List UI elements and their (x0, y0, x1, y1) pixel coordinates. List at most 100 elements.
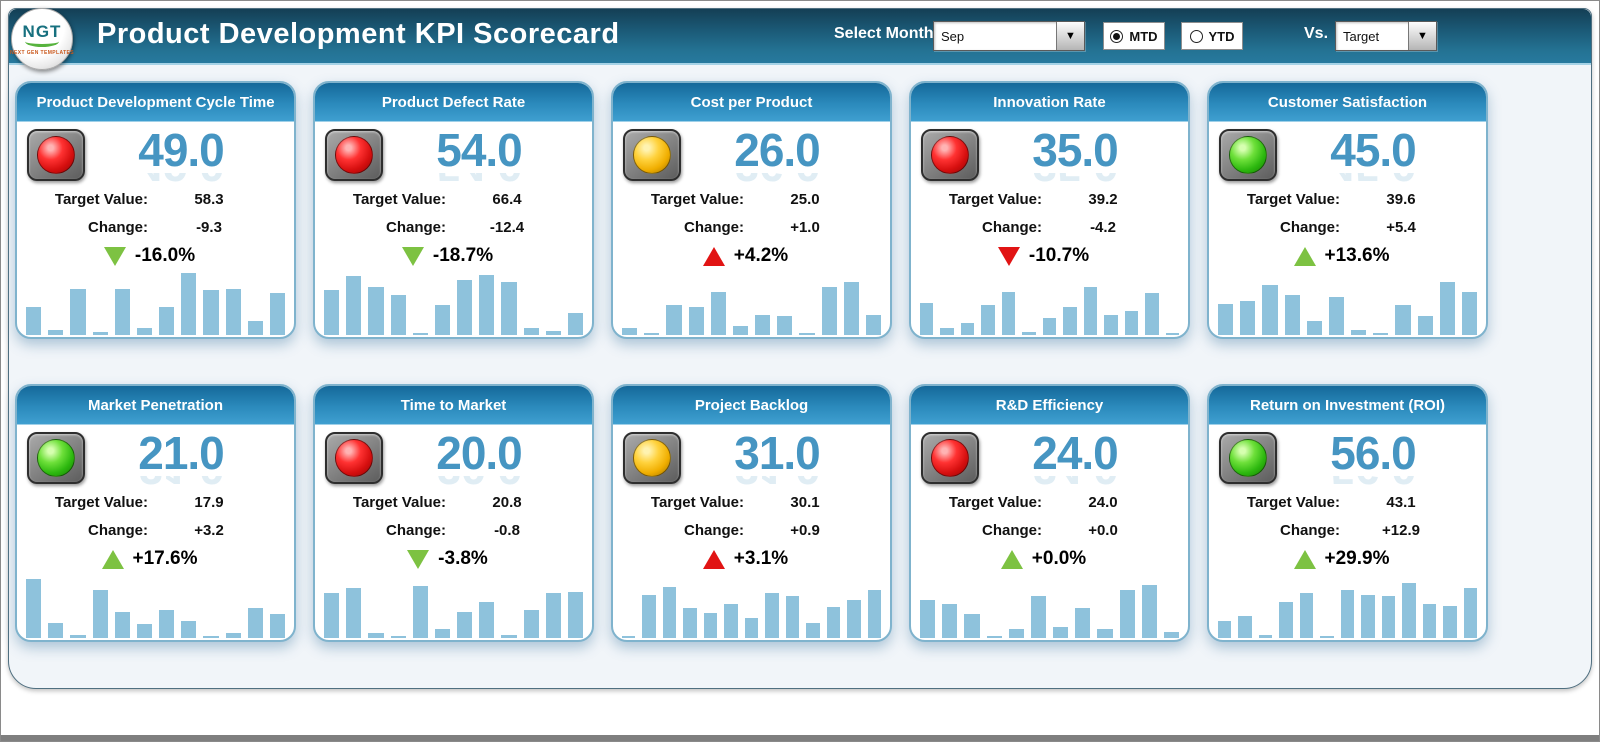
status-light-button[interactable] (1219, 129, 1277, 181)
status-light-green-icon (37, 439, 75, 477)
mini-bar (1218, 304, 1234, 335)
chevron-down-icon[interactable]: ▼ (1408, 22, 1436, 50)
status-light-button[interactable] (623, 432, 681, 484)
select-month-label: Select Month (834, 25, 934, 42)
mini-bar (703, 613, 718, 638)
status-light-button[interactable] (325, 129, 383, 181)
mini-bar (755, 315, 771, 335)
mini-bar (457, 280, 473, 335)
status-light-red-icon (931, 136, 969, 174)
mini-bar (777, 316, 793, 335)
status-light-button[interactable] (921, 432, 979, 484)
target-value: 66.4 (492, 191, 522, 208)
target-value: 17.9 (194, 494, 224, 511)
kpi-value-wrap: 56.056.0 (1293, 430, 1453, 491)
change-value: +12.9 (1382, 522, 1420, 539)
mini-bar (1306, 321, 1322, 335)
change-row: Change: +0.9 (613, 522, 890, 539)
change-row: Change: +0.0 (911, 522, 1188, 539)
trend-percent: +29.9% (1324, 548, 1390, 569)
mini-bar-chart (26, 576, 286, 638)
trend-arrow-up-icon (702, 549, 725, 569)
kpi-value-wrap: 24.024.0 (995, 430, 1155, 491)
trend-arrow-down-icon (401, 246, 424, 266)
change-value: +5.4 (1386, 219, 1416, 236)
mini-bar (622, 636, 636, 638)
trend-percent: +17.6% (132, 548, 198, 569)
status-light-button[interactable] (325, 432, 383, 484)
chevron-down-icon[interactable]: ▼ (1056, 22, 1084, 50)
mini-bar (26, 579, 42, 638)
mini-bar (324, 290, 340, 335)
mini-bar (545, 330, 561, 335)
mini-bar (1422, 603, 1437, 638)
status-light-button[interactable] (27, 432, 85, 484)
header-bar: NGT NEXT GEN TEMPLATES Product Developme… (9, 8, 1591, 70)
trend-percent: +0.0% (1031, 548, 1087, 569)
mini-bar (1258, 634, 1273, 638)
mini-bar (1097, 628, 1113, 638)
logo-text: NGT (22, 21, 62, 41)
target-row: Target Value: 58.3 (17, 191, 294, 208)
mini-bar (806, 622, 820, 638)
mini-bar (960, 322, 975, 335)
kpi-value-wrap: 35.035.0 (995, 127, 1155, 188)
mini-bar (1042, 317, 1057, 335)
change-label: Change: (684, 219, 744, 236)
trend-arrow-down-icon (997, 246, 1020, 266)
mini-bar (203, 635, 219, 638)
mini-bar (1340, 589, 1355, 638)
kpi-card-title: Market Penetration (17, 386, 294, 425)
mini-bar (688, 307, 704, 335)
radio-selected-icon[interactable] (1110, 29, 1124, 43)
mini-bar (1008, 628, 1024, 638)
mini-bar (942, 603, 958, 638)
mini-bar (666, 305, 682, 335)
mini-bar (92, 331, 108, 335)
mini-bar (1361, 594, 1375, 638)
kpi-value-wrap: 54.054.0 (399, 127, 559, 188)
radio-unselected-icon[interactable] (1189, 29, 1203, 43)
mtd-radio[interactable]: MTD (1103, 22, 1165, 50)
kpi-value-reflection: 56.0 (1293, 476, 1453, 491)
target-row: Target Value: 43.1 (1209, 494, 1486, 511)
status-light-red-icon (335, 439, 373, 477)
mini-bar (1461, 291, 1478, 335)
mini-bar (644, 333, 660, 335)
change-row: Change: -9.3 (17, 219, 294, 236)
mini-bar (324, 593, 340, 638)
target-value: 24.0 (1088, 494, 1118, 511)
status-light-button[interactable] (623, 129, 681, 181)
page-title: Product Development KPI Scorecard (97, 18, 620, 50)
target-row: Target Value: 25.0 (613, 191, 890, 208)
change-label: Change: (88, 522, 148, 539)
mini-bar (523, 610, 539, 638)
mini-bar (920, 302, 934, 335)
status-light-green-icon (1229, 136, 1267, 174)
status-light-red-icon (37, 136, 75, 174)
status-light-button[interactable] (921, 129, 979, 181)
status-light-button[interactable] (1219, 432, 1277, 484)
mini-bar (1218, 620, 1232, 638)
status-light-button[interactable] (27, 129, 85, 181)
month-dropdown[interactable]: Sep ▼ (933, 21, 1085, 51)
change-row: Change: -4.2 (911, 219, 1188, 236)
trend-percent: -3.8% (438, 548, 488, 569)
ytd-radio[interactable]: YTD (1181, 22, 1243, 50)
mini-bar (136, 624, 153, 638)
change-label: Change: (982, 522, 1042, 539)
mini-bar (920, 599, 936, 638)
trend-row: -10.7% (911, 241, 1182, 271)
kpi-value-reflection: 45.0 (1293, 173, 1453, 188)
mini-bar (724, 603, 738, 638)
mini-bar (1262, 285, 1278, 335)
mini-bar (744, 618, 759, 638)
ngt-logo: NGT NEXT GEN TEMPLATES (10, 8, 74, 70)
vs-dropdown[interactable]: Target ▼ (1335, 21, 1437, 51)
trend-row: -3.8% (315, 544, 586, 574)
